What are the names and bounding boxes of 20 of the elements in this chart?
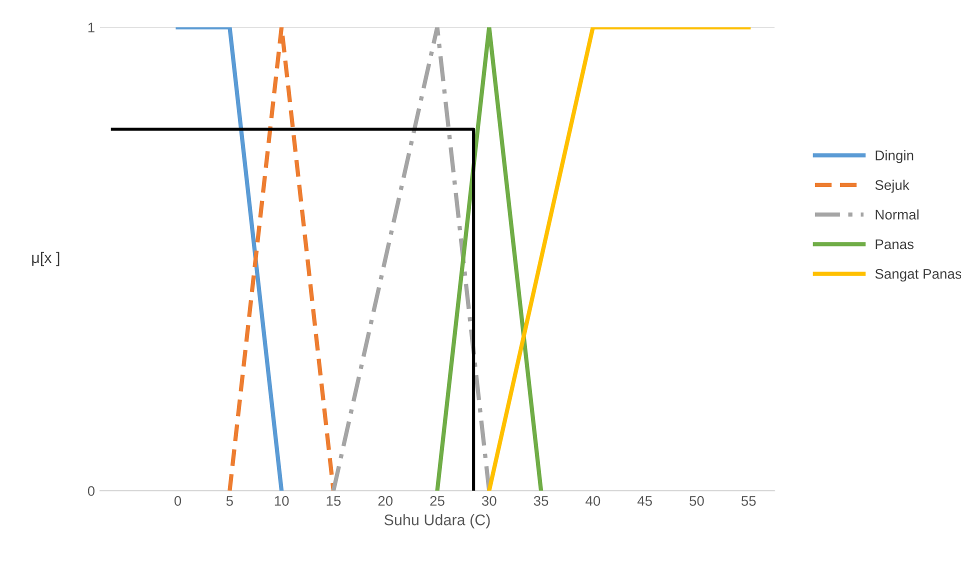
- legend-label: Normal: [876, 209, 918, 220]
- x-tick-label: 45: [637, 496, 652, 506]
- x-tick-label: 35: [534, 496, 548, 506]
- x-tick-label: 20: [378, 496, 393, 506]
- x-tick-label: 25: [430, 496, 444, 506]
- legend-label: Dingin: [876, 150, 914, 164]
- y-axis-title: μ[x ]: [32, 252, 60, 266]
- x-tick-label: 0: [174, 496, 182, 506]
- x-tick-label: 40: [586, 496, 600, 506]
- legend-label: Sangat Panas: [875, 268, 961, 282]
- x-tick-label: 50: [690, 496, 704, 506]
- legend-label: Panas: [876, 239, 914, 250]
- x-tick-label: 55: [741, 496, 756, 506]
- x-tick-label: 15: [326, 496, 341, 506]
- y-tick-label: 1: [88, 22, 94, 32]
- x-tick-label: 30: [482, 496, 496, 506]
- x-axis-title: Suhu Udara (C): [384, 514, 490, 528]
- x-tick-label: 10: [274, 496, 289, 506]
- x-tick-label: 5: [226, 496, 233, 506]
- legend-label: Sejuk: [875, 180, 910, 193]
